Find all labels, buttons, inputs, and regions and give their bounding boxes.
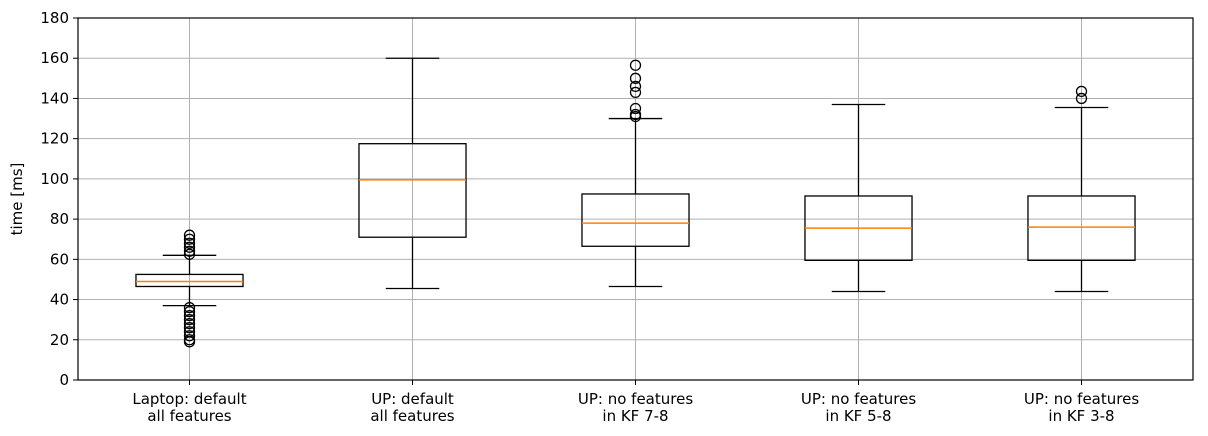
x-tick-label: in KF 7-8 (602, 407, 668, 425)
x-tick-label: UP: no features (578, 390, 693, 408)
x-tick-label: Laptop: default (132, 390, 246, 408)
y-tick-label: 20 (50, 331, 69, 349)
box-group (358, 57, 467, 290)
outlier-point (183, 330, 196, 342)
outlier-point (183, 229, 196, 241)
y-tick-label: 120 (40, 130, 69, 148)
outlier-point (183, 305, 196, 318)
outlier-point (183, 318, 196, 330)
box-iqr (135, 273, 244, 288)
outlier-point (1075, 85, 1088, 98)
x-tick-label: all features (370, 407, 454, 425)
y-tick-label: 160 (40, 49, 69, 67)
box-iqr (358, 143, 467, 238)
box-group (804, 103, 913, 293)
box-series (135, 57, 1136, 348)
outlier-point (183, 309, 196, 322)
y-tick-label: 0 (59, 371, 69, 389)
outlier-point (629, 59, 642, 71)
outlier-point (629, 108, 642, 121)
outlier-point (183, 326, 196, 338)
y-tick-label: 180 (40, 9, 69, 27)
y-tick-label: 40 (50, 291, 69, 309)
x-tick-label: UP: default (371, 390, 454, 408)
y-axis: 0 20 40 60 80 100 120 140 160 180 (40, 9, 78, 389)
outlier-point (183, 248, 196, 260)
grid-lines (78, 17, 1193, 381)
outlier-point (629, 86, 642, 99)
outlier-point (183, 237, 196, 249)
outlier-point (629, 80, 642, 93)
y-tick-label: 100 (40, 170, 69, 188)
box-iqr (1027, 195, 1136, 261)
outlier-point (183, 241, 196, 253)
x-tick-label: in KF 5-8 (825, 407, 891, 425)
x-tick-label: UP: no features (801, 390, 916, 408)
y-tick-label: 140 (40, 89, 69, 107)
outlier-point (183, 334, 196, 346)
box-group (1027, 85, 1136, 293)
x-tick-label: all features (147, 407, 231, 425)
outlier-point (183, 245, 196, 257)
box-iqr (581, 193, 690, 247)
outlier-point (183, 233, 196, 245)
outlier-point (629, 72, 642, 84)
y-tick-label: 80 (50, 210, 69, 228)
outlier-point (183, 301, 196, 314)
box-group (135, 229, 244, 348)
x-tick-label: in KF 3-8 (1048, 407, 1114, 425)
outlier-point (183, 322, 196, 334)
outlier-point (183, 314, 196, 326)
y-tick-label: 60 (50, 250, 69, 268)
outlier-point (1075, 92, 1088, 105)
box-group (581, 59, 690, 288)
x-tick-label: UP: no features (1024, 390, 1139, 408)
y-axis-label: time [ms] (8, 163, 26, 236)
outlier-point (629, 102, 642, 115)
